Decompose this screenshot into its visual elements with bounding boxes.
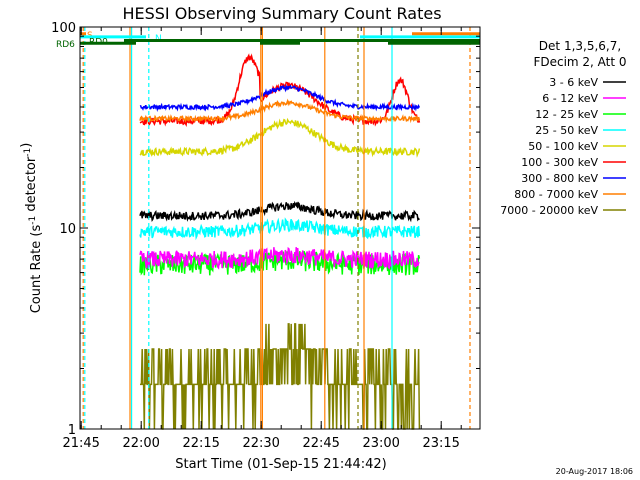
y-tick-label: 100 [51,21,76,36]
legend-label: 100 - 300 keV [521,156,598,169]
legend-label: 50 - 100 keV [528,140,598,153]
legend-label: 12 - 25 keV [535,108,598,121]
x-tick-label: 23:00 [362,436,399,451]
flag-bars: SNRD0RD6 [56,31,480,50]
legend-label: 3 - 6 keV [549,76,598,89]
legend-label: 6 - 12 keV [542,92,598,105]
series-layer [139,53,421,430]
series-line [139,117,421,158]
legend-label: 25 - 50 keV [535,124,598,137]
x-tick-label: 21:45 [62,436,99,451]
series-line [139,246,420,271]
legend-label: 7000 - 20000 keV [500,204,598,217]
vertical-markers [82,27,471,429]
chart-title: HESSI Observing Summary Count Rates [122,4,441,23]
legend-header: FDecim 2, Att 0 [533,55,626,69]
x-tick-label: 23:15 [422,436,459,451]
x-tick-label: 22:00 [122,436,159,451]
y-tick-label: 1 [68,423,76,438]
flag-label: N [155,34,162,44]
x-tick-label: 22:45 [302,436,339,451]
series-line [139,217,421,241]
series-line [139,83,421,113]
y-axis: 1 10 100 [51,21,480,438]
y-tick-label: 10 [59,222,76,237]
x-tick-label: 22:15 [182,436,219,451]
legend-label: 800 - 7000 keV [514,188,598,201]
legend-header: Det 1,3,5,6,7, [539,39,621,53]
y-axis-label: Count Rate (s-1 detector-1) [19,143,44,314]
series-line [139,200,420,223]
legend-label: 300 - 800 keV [521,172,598,185]
footer-timestamp: 20-Aug-2017 18:06 [556,467,633,476]
x-tick-label: 22:30 [242,436,279,451]
x-axis-label: Start Time (01-Sep-15 21:44:42) [175,457,386,472]
legend: Det 1,3,5,6,7, FDecim 2, Att 0 3 - 6 keV 6 … [500,39,626,217]
flag-label: RD6 [56,40,75,50]
plot-area: SNRD0RD6 [56,27,480,430]
series-line [139,98,421,124]
series-line [140,323,421,430]
x-axis: 21:45 22:00 22:15 22:30 22:45 23:00 23:15 [62,27,462,451]
